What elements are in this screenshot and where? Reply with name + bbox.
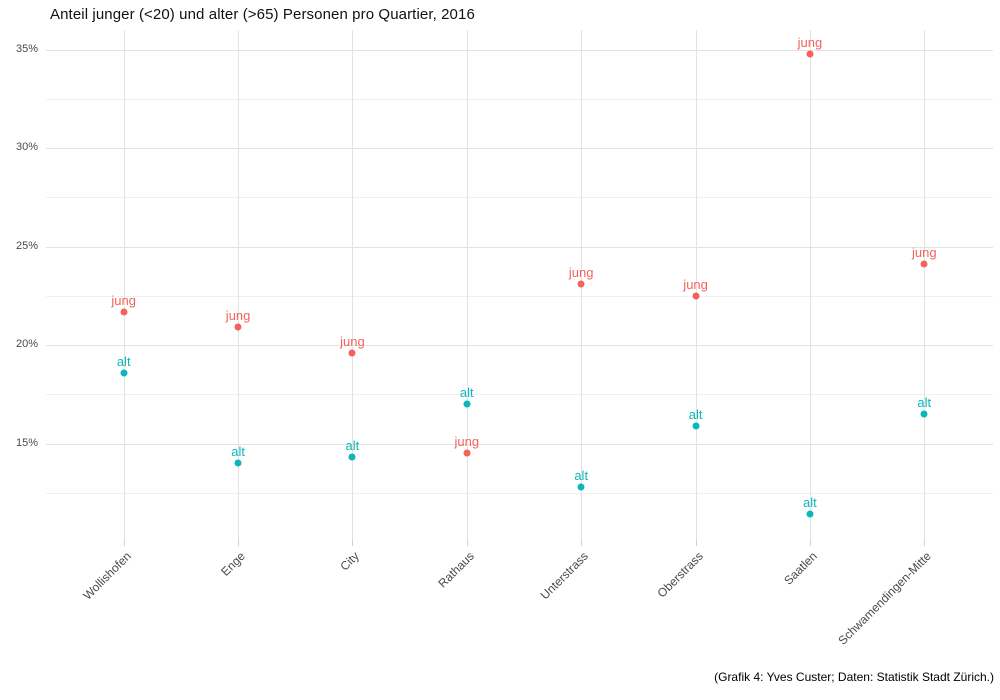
- data-point-jung-2: [348, 349, 356, 357]
- data-point-alt-3: [463, 400, 471, 408]
- gridline-category-1: [238, 30, 240, 540]
- y-tick-label-20: 20%: [15, 338, 38, 351]
- gridline-category-7: [924, 30, 926, 540]
- gridline-minor-27.5: [46, 197, 993, 199]
- data-point-alt-4: [577, 483, 585, 491]
- gridline-category-2: [352, 30, 354, 540]
- data-point-jung-3: [463, 449, 471, 457]
- gridline-major-25: [46, 246, 993, 248]
- y-tick-label-35: 35%: [15, 42, 38, 55]
- point-label-jung-1: jung: [225, 308, 251, 324]
- point-label-jung-2: jung: [340, 333, 365, 349]
- data-point-jung-4: [577, 280, 585, 288]
- y-tick-label-30: 30%: [15, 141, 38, 154]
- y-tick-label-15: 15%: [15, 436, 38, 449]
- x-tick-2: [352, 540, 354, 546]
- data-point-alt-5: [692, 422, 700, 430]
- gridline-category-3: [466, 30, 468, 540]
- gridline-major-15: [46, 443, 993, 445]
- x-tick-5: [695, 540, 697, 546]
- x-tick-3: [466, 540, 468, 546]
- point-label-alt-5: alt: [688, 406, 703, 422]
- gridline-minor-12.5: [46, 492, 993, 494]
- gridline-minor-22.5: [46, 295, 993, 297]
- point-label-alt-0: alt: [116, 353, 131, 369]
- data-point-alt-6: [806, 510, 814, 518]
- point-label-alt-2: alt: [345, 438, 360, 454]
- data-point-alt-0: [120, 369, 128, 377]
- point-label-jung-4: jung: [568, 265, 594, 280]
- data-point-jung-5: [692, 292, 700, 300]
- x-tick-1: [238, 540, 240, 546]
- x-tick-0: [123, 540, 125, 546]
- data-point-jung-0: [120, 308, 128, 316]
- point-label-jung-3: jung: [454, 434, 480, 450]
- gridline-major-35: [46, 49, 993, 51]
- gridline-major-20: [46, 345, 993, 347]
- point-label-alt-7: alt: [917, 395, 932, 410]
- gridline-minor-17.5: [46, 394, 993, 396]
- point-label-jung-7: jung: [912, 245, 937, 261]
- gridline-major-30: [46, 148, 993, 150]
- gridline-category-5: [695, 30, 697, 540]
- chart-caption: (Grafik 4: Yves Custer; Daten: Statistik…: [714, 670, 994, 684]
- gridline-category-0: [123, 30, 125, 540]
- chart-title: Anteil junger (<20) und alter (>65) Pers…: [50, 6, 475, 23]
- data-point-alt-7: [920, 410, 928, 418]
- gridline-minor-32.5: [46, 98, 993, 100]
- point-label-alt-1: alt: [231, 444, 245, 460]
- point-label-alt-4: alt: [574, 467, 589, 483]
- y-tick-label-25: 25%: [15, 239, 38, 252]
- data-point-jung-7: [920, 260, 928, 268]
- x-tick-7: [924, 540, 926, 546]
- data-point-alt-2: [348, 453, 356, 461]
- point-label-jung-6: jung: [797, 34, 823, 50]
- point-label-alt-3: alt: [459, 385, 474, 401]
- x-tick-4: [581, 540, 583, 546]
- point-label-jung-0: jung: [111, 292, 136, 308]
- data-point-jung-6: [806, 50, 814, 58]
- plot-panel: jung jung jung jung jung jung jung jung alt alt al…: [46, 30, 993, 546]
- point-label-jung-5: jung: [683, 276, 708, 292]
- x-tick-6: [809, 540, 811, 546]
- gridline-category-6: [809, 30, 811, 540]
- data-point-alt-1: [234, 459, 242, 467]
- data-point-jung-1: [234, 323, 242, 331]
- point-label-alt-6: alt: [803, 495, 817, 511]
